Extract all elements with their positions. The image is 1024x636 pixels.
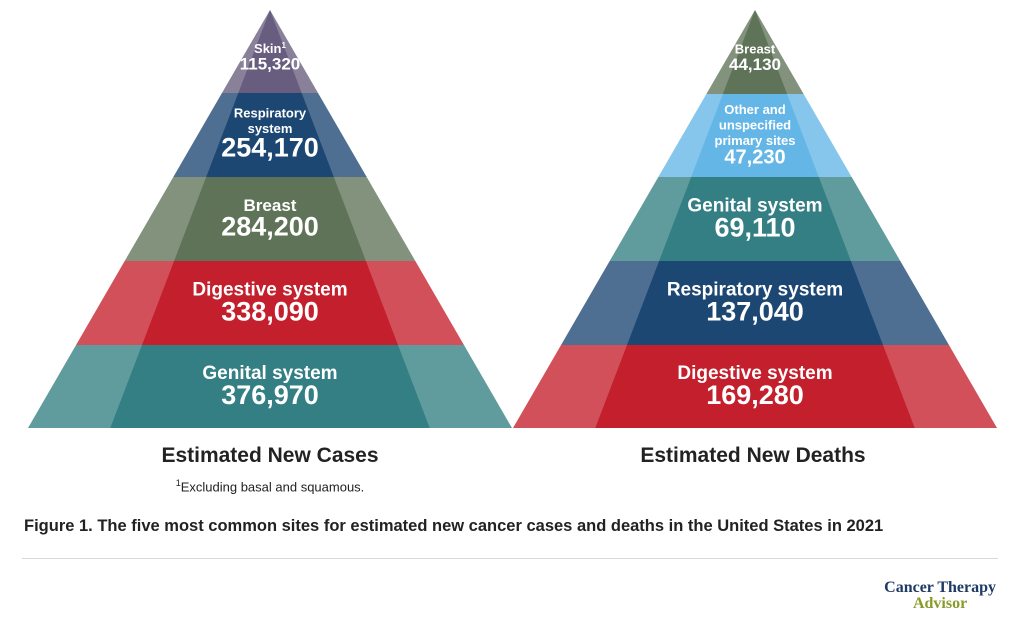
segment-face xyxy=(722,10,788,94)
footnote-marker: 1 xyxy=(175,478,181,488)
segment-value: 137,040 xyxy=(706,297,804,327)
footnote: 1Excluding basal and squamous. xyxy=(60,478,480,494)
pyramid-new-cases: Skin1115,320Respiratorysystem254,170Brea… xyxy=(28,10,512,428)
segment-label: unspecified xyxy=(719,118,791,133)
segment-value: 169,280 xyxy=(706,380,804,410)
brand-logo: Cancer Therapy Advisor xyxy=(884,580,996,612)
segment-value: 115,320 xyxy=(240,54,301,73)
new-cases-title: Estimated New Cases xyxy=(161,444,379,467)
segment-value: 47,230 xyxy=(724,146,785,168)
segment-label: Digestive system xyxy=(192,279,347,300)
segment-face xyxy=(174,177,366,261)
segment-face xyxy=(110,345,430,428)
segment-face xyxy=(141,261,399,345)
new-deaths-title: Estimated New Deaths xyxy=(640,444,866,467)
segment-label: system xyxy=(248,121,293,136)
segment-label: Respiratory xyxy=(234,106,307,121)
segment-value: 376,970 xyxy=(221,380,319,410)
segment-label: primary sites xyxy=(715,133,796,148)
segment-value: 338,090 xyxy=(221,297,319,327)
logo-line2: Advisor xyxy=(912,595,968,612)
segment-face xyxy=(691,94,819,177)
segment-label: Breast xyxy=(244,196,297,215)
segment-face xyxy=(595,345,915,428)
pyramids-figure: Skin1115,320Respiratorysystem254,170Brea… xyxy=(28,10,997,428)
segment-label: Genital system xyxy=(202,363,337,384)
segment-value: 284,200 xyxy=(221,211,319,241)
segment-label: Genital system xyxy=(687,195,822,216)
segment-label: Respiratory system xyxy=(667,279,843,300)
segment-value: 69,110 xyxy=(714,213,795,243)
segment-face xyxy=(659,177,851,261)
segment-label: Breast xyxy=(735,42,776,57)
superscript: 1 xyxy=(282,41,287,50)
segment-face xyxy=(238,10,302,93)
segment-face xyxy=(206,93,334,177)
logo-line1: Cancer Therapy xyxy=(884,579,996,596)
segment-value: 44,130 xyxy=(729,55,781,74)
footnote-text: Excluding basal and squamous. xyxy=(180,479,365,495)
divider xyxy=(22,558,998,559)
figure-caption: Figure 1. The five most common sites for… xyxy=(24,517,884,535)
segment-value: 254,170 xyxy=(221,133,319,163)
segment-face xyxy=(626,261,884,345)
segment-label: Other and xyxy=(724,102,785,117)
segment-label: Skin1 xyxy=(254,41,286,56)
segment-label: Digestive system xyxy=(677,363,832,384)
